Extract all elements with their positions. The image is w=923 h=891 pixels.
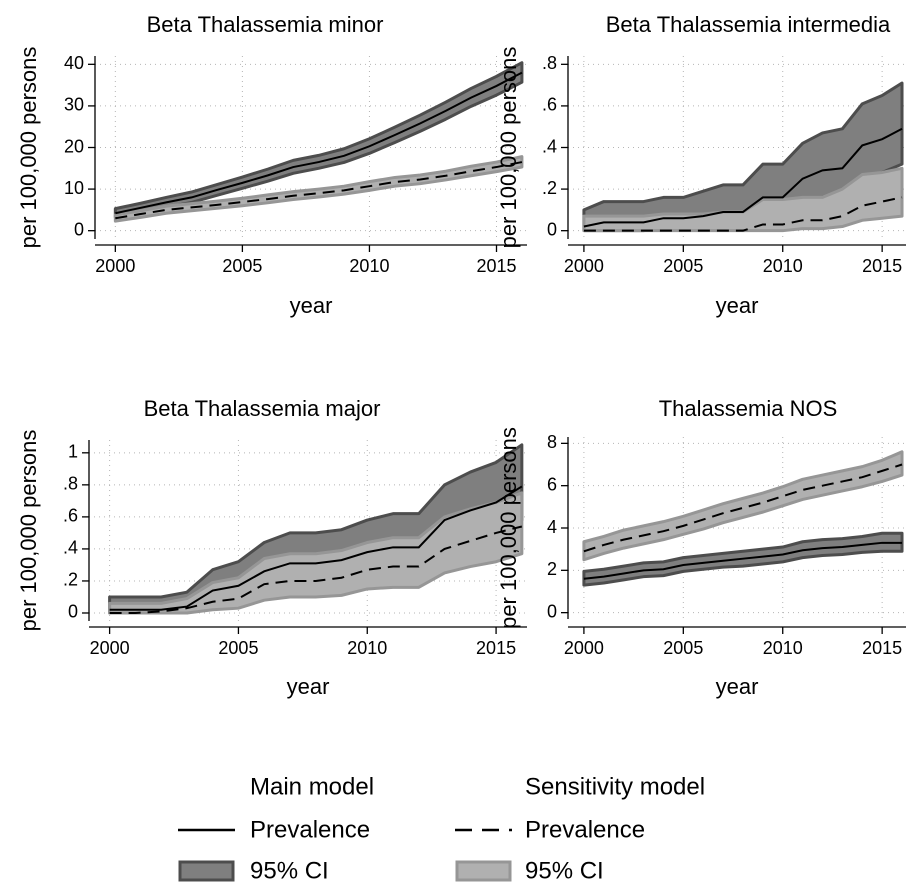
x-axis-label: year — [287, 674, 330, 699]
ci-band — [582, 450, 904, 562]
x-tick-label: 2000 — [564, 638, 604, 658]
x-tick-label: 2000 — [90, 638, 130, 658]
prevalence-line — [583, 127, 903, 228]
prevalence-line — [109, 485, 523, 611]
x-axis-label: year — [716, 293, 759, 318]
x-tick-label: 2015 — [476, 256, 516, 276]
ci-band — [113, 61, 524, 219]
y-tick-label: 0 — [547, 219, 557, 239]
x-tick-label: 2010 — [347, 638, 387, 658]
x-tick-label: 2005 — [218, 638, 258, 658]
legend-band — [455, 860, 512, 882]
x-tick-label: 2010 — [349, 256, 389, 276]
prevalence-line — [109, 525, 523, 614]
x-axis-label: year — [716, 674, 759, 699]
y-tick-label: .8 — [63, 474, 78, 494]
y-tick-label: .6 — [542, 95, 557, 115]
x-tick-label: 2015 — [862, 638, 902, 658]
x-tick-label: 2005 — [663, 256, 703, 276]
chart-title: Beta Thalassemia intermedia — [606, 12, 891, 37]
y-tick-label: 30 — [64, 95, 84, 115]
legend-title: Sensitivity model — [525, 773, 705, 800]
x-tick-label: 2015 — [476, 638, 516, 658]
y-tick-label: 6 — [547, 474, 557, 494]
legend-label: Prevalence — [525, 816, 645, 843]
x-tick-label: 2010 — [763, 638, 803, 658]
x-tick-label: 2005 — [222, 256, 262, 276]
legend-label: 95% CI — [525, 857, 604, 884]
prevalence-line — [583, 463, 903, 553]
chart-title: Thalassemia NOS — [659, 396, 838, 421]
legend-label: Prevalence — [250, 816, 370, 843]
y-axis-label: per 100,000 persons — [496, 47, 521, 249]
y-axis-label: per 100,000 persons — [496, 427, 521, 629]
prevalence-line — [583, 541, 903, 580]
y-tick-label: 8 — [547, 432, 557, 452]
y-tick-label: 20 — [64, 136, 84, 156]
y-tick-label: 2 — [547, 559, 557, 579]
legend-label: 95% CI — [250, 857, 329, 884]
chart-title: Beta Thalassemia minor — [147, 12, 384, 37]
x-tick-label: 2000 — [564, 256, 604, 276]
ci-band — [108, 491, 524, 615]
chart-title: Beta Thalassemia major — [144, 396, 381, 421]
y-tick-label: 0 — [68, 602, 78, 622]
y-tick-label: 1 — [68, 442, 78, 462]
prevalence-line — [583, 196, 903, 232]
y-axis-label: per 100,000 persons — [16, 47, 41, 249]
prevalence-line — [115, 161, 523, 220]
legend-title: Main model — [250, 773, 374, 800]
x-tick-label: 2010 — [763, 256, 803, 276]
x-tick-label: 2000 — [95, 256, 135, 276]
y-tick-label: .8 — [542, 53, 557, 73]
y-tick-label: .2 — [63, 570, 78, 590]
x-tick-label: 2005 — [663, 638, 703, 658]
y-axis-label: per 100,000 persons — [16, 430, 41, 632]
y-tick-label: 10 — [64, 178, 84, 198]
y-tick-label: 0 — [547, 601, 557, 621]
y-tick-label: 40 — [64, 53, 84, 73]
y-tick-label: .4 — [63, 538, 78, 558]
y-tick-label: .2 — [542, 178, 557, 198]
prevalence-line — [115, 71, 523, 215]
y-tick-label: 0 — [74, 219, 84, 239]
y-tick-label: 4 — [547, 517, 557, 537]
x-tick-label: 2015 — [862, 256, 902, 276]
ci-band — [582, 166, 904, 233]
y-tick-label: .6 — [63, 506, 78, 526]
x-axis-label: year — [290, 293, 333, 318]
legend-band — [178, 860, 235, 882]
y-tick-label: .4 — [542, 136, 557, 156]
